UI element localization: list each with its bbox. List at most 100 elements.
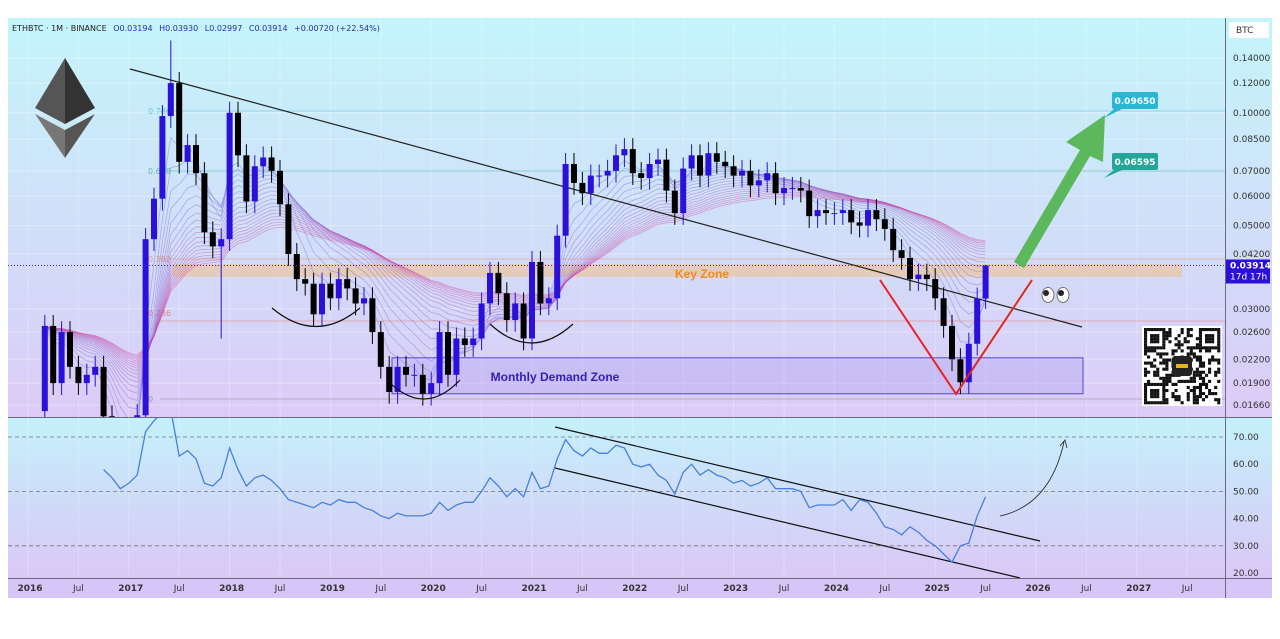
candle-body	[856, 222, 863, 226]
time-tick: Jul	[576, 584, 588, 594]
time-axis-labels[interactable]: 2016 Jul 2017 Jul 2018 Jul 2019 Jul 2020 Jul 2021 J…	[17, 584, 1192, 594]
candle-body	[319, 283, 325, 315]
candle-body	[823, 210, 829, 214]
rsi-channel-upper[interactable]	[554, 426, 1041, 542]
candle-body	[369, 298, 376, 333]
arrowhead-icon	[1059, 439, 1068, 449]
candle-body	[713, 153, 720, 162]
rsi-line	[103, 418, 987, 564]
candle-body	[806, 190, 813, 217]
time-axis[interactable]	[8, 578, 1272, 598]
candle-body	[503, 293, 510, 321]
ohlc-high: H0.03930	[159, 24, 198, 33]
rsi-pane[interactable]	[8, 418, 1272, 578]
candle-body	[932, 279, 939, 299]
candle-body	[445, 332, 451, 375]
candle-body	[940, 298, 947, 326]
candle-body	[629, 149, 636, 174]
ohlc-change: +0.00720 (+22.54%)	[294, 24, 380, 33]
candle-body	[100, 366, 107, 417]
target-label-2[interactable]: 0.06595	[1104, 153, 1158, 178]
candle-body	[529, 261, 535, 339]
candle-body	[201, 173, 208, 233]
time-tick: 2022	[622, 584, 647, 594]
time-tick: Jul	[878, 584, 890, 594]
time-tick: 2020	[421, 584, 446, 594]
time-tick: 2019	[320, 584, 345, 594]
candle-body	[621, 149, 628, 156]
bar-countdown: 17d 17h	[1230, 272, 1267, 282]
candle-body	[58, 332, 65, 384]
candle-body	[671, 190, 678, 214]
price-tick: 0.06000	[1233, 192, 1270, 202]
candle-body	[873, 210, 880, 220]
candle-body	[293, 254, 300, 280]
price-tick: 0.03000	[1233, 305, 1270, 315]
candle-body	[218, 239, 225, 247]
candle-body	[764, 173, 771, 181]
target-label-1[interactable]: 0.09650	[1104, 92, 1158, 118]
candle-body	[789, 187, 796, 189]
time-tick: 2021	[521, 584, 546, 594]
ohlc-open: O0.03194	[113, 24, 152, 33]
time-tick: 2025	[925, 584, 950, 594]
time-tick: Jul	[475, 584, 487, 594]
key-zone-box[interactable]	[172, 263, 1182, 277]
price-axis-labels[interactable]: 0.14000 0.12000 0.10000 0.08500 0.07000 0.060…	[1233, 54, 1270, 411]
candle-body	[335, 279, 342, 299]
candle-body	[571, 164, 577, 183]
candle-body	[520, 303, 527, 339]
candle-body	[814, 210, 821, 217]
rsi-tick: 20.00	[1233, 569, 1259, 579]
candle-body	[470, 338, 477, 346]
green-target-arrow[interactable]	[1014, 115, 1105, 268]
candle-body	[915, 274, 922, 280]
candle-body	[839, 210, 846, 214]
price-tick: 0.02600	[1233, 328, 1270, 338]
currency-badge[interactable]: BTC	[1229, 22, 1269, 38]
candle-body	[638, 173, 645, 178]
candle-body	[512, 303, 519, 321]
candle-body	[680, 168, 687, 214]
time-tick: Jul	[677, 584, 689, 594]
candle-body	[587, 175, 594, 194]
candle-body	[865, 210, 871, 226]
last-price-badge: 0.03914 17d 17h	[1226, 259, 1271, 284]
ohlc-close: C0.03914	[249, 24, 288, 33]
candle-body	[461, 338, 468, 346]
candle-body	[907, 257, 913, 280]
price-tick: 0.04200	[1233, 250, 1270, 260]
time-tick: Jul	[173, 584, 185, 594]
candle-body	[327, 283, 334, 299]
descending-trendline[interactable]	[129, 68, 1083, 328]
cup-arc-3[interactable]	[489, 323, 574, 344]
candle-body	[436, 332, 443, 384]
rsi-axis-labels[interactable]: 70.00 60.00 50.00 40.00 30.00 20.00	[1233, 433, 1259, 579]
candle-body	[41, 325, 48, 412]
candle-body	[478, 303, 485, 339]
candle-body	[923, 274, 930, 280]
price-tick: 0.01900	[1233, 379, 1270, 389]
rsi-tick: 30.00	[1233, 542, 1259, 552]
cup-arc-2[interactable]	[386, 379, 461, 400]
price-tick: 0.12000	[1233, 79, 1270, 89]
candle-body	[260, 157, 267, 167]
rsi-curved-arrow[interactable]	[999, 441, 1065, 517]
price-pane[interactable]	[8, 18, 1272, 418]
candle-body	[419, 374, 426, 394]
candle-body	[579, 182, 586, 194]
v-shape-lines[interactable]	[879, 279, 1033, 396]
svg-text:ETHBTC · 1M · BINANCE O0: ETHBTC · 1M · BINANCE O0.03194 H0.03930 …	[12, 24, 380, 33]
rsi-channel-lower[interactable]	[554, 467, 1021, 578]
candle-body	[722, 161, 729, 167]
currency-label: BTC	[1236, 26, 1253, 36]
candle-body	[193, 145, 199, 174]
candle-body	[545, 298, 552, 304]
time-tick: 2026	[1025, 584, 1050, 594]
candle-body	[285, 204, 292, 255]
candle-body	[176, 83, 183, 162]
cup-arc-1[interactable]	[271, 307, 361, 327]
candle-body	[965, 343, 972, 383]
